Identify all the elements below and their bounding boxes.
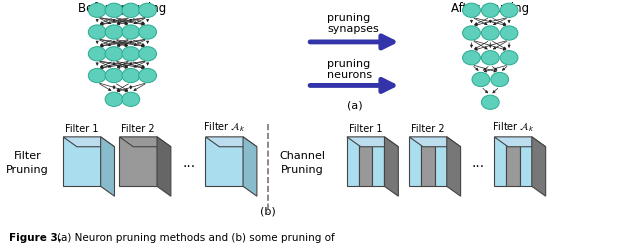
- Polygon shape: [506, 137, 520, 186]
- Polygon shape: [409, 137, 421, 186]
- Text: Filter
Pruning: Filter Pruning: [6, 150, 49, 174]
- Polygon shape: [421, 137, 435, 186]
- Polygon shape: [347, 137, 359, 186]
- Ellipse shape: [491, 73, 509, 87]
- Text: Filter 2: Filter 2: [122, 124, 155, 133]
- Ellipse shape: [105, 69, 123, 83]
- Text: pruning: pruning: [327, 58, 371, 68]
- Polygon shape: [520, 137, 532, 186]
- Text: pruning: pruning: [327, 13, 371, 23]
- Polygon shape: [120, 137, 171, 147]
- Ellipse shape: [463, 27, 481, 41]
- Polygon shape: [494, 137, 506, 186]
- Ellipse shape: [500, 4, 518, 18]
- Ellipse shape: [463, 52, 481, 66]
- Ellipse shape: [472, 73, 490, 87]
- Polygon shape: [409, 137, 461, 147]
- Ellipse shape: [105, 26, 123, 40]
- Text: ...: ...: [182, 155, 195, 169]
- Polygon shape: [532, 137, 546, 196]
- Text: (b): (b): [260, 206, 276, 216]
- Text: Filter $\mathcal{A}_k$: Filter $\mathcal{A}_k$: [203, 120, 246, 133]
- Text: (a) Neuron pruning methods and (b) some pruning of: (a) Neuron pruning methods and (b) some …: [57, 232, 335, 242]
- Ellipse shape: [481, 52, 499, 66]
- Ellipse shape: [139, 4, 157, 18]
- Ellipse shape: [105, 48, 123, 62]
- Polygon shape: [494, 137, 546, 147]
- Polygon shape: [100, 137, 115, 196]
- Ellipse shape: [463, 4, 481, 18]
- Polygon shape: [447, 137, 461, 196]
- Text: synapses: synapses: [327, 24, 379, 34]
- Polygon shape: [385, 137, 398, 196]
- Text: Filter $\mathcal{A}_k$: Filter $\mathcal{A}_k$: [492, 120, 534, 133]
- Text: Filter 2: Filter 2: [411, 124, 445, 133]
- Polygon shape: [435, 137, 447, 186]
- Ellipse shape: [481, 4, 499, 18]
- Text: After pruning: After pruning: [451, 2, 529, 15]
- Ellipse shape: [88, 4, 106, 18]
- Polygon shape: [205, 137, 257, 147]
- Ellipse shape: [105, 93, 123, 107]
- Text: Before pruning: Before pruning: [78, 2, 166, 15]
- Text: neurons: neurons: [327, 69, 372, 79]
- Polygon shape: [205, 137, 243, 186]
- Ellipse shape: [139, 26, 157, 40]
- Text: Filter 1: Filter 1: [65, 124, 99, 133]
- Ellipse shape: [88, 48, 106, 62]
- Ellipse shape: [122, 93, 140, 107]
- Polygon shape: [347, 137, 398, 147]
- Ellipse shape: [122, 69, 140, 83]
- Ellipse shape: [105, 4, 123, 18]
- Ellipse shape: [122, 26, 140, 40]
- Text: ...: ...: [472, 155, 485, 169]
- Text: Channel
Pruning: Channel Pruning: [280, 150, 325, 174]
- Polygon shape: [243, 137, 257, 196]
- Ellipse shape: [481, 96, 499, 110]
- Text: (a): (a): [347, 100, 363, 110]
- Ellipse shape: [88, 26, 106, 40]
- Ellipse shape: [122, 4, 140, 18]
- Polygon shape: [63, 137, 100, 186]
- Ellipse shape: [500, 27, 518, 41]
- Polygon shape: [157, 137, 171, 196]
- Text: Figure 3.: Figure 3.: [9, 232, 61, 242]
- Polygon shape: [372, 137, 385, 186]
- Polygon shape: [359, 137, 372, 186]
- Text: Filter 1: Filter 1: [349, 124, 383, 133]
- Polygon shape: [120, 137, 157, 186]
- Ellipse shape: [139, 69, 157, 83]
- Polygon shape: [63, 137, 115, 147]
- Ellipse shape: [481, 27, 499, 41]
- Ellipse shape: [88, 69, 106, 83]
- Ellipse shape: [139, 48, 157, 62]
- Ellipse shape: [500, 52, 518, 66]
- Ellipse shape: [122, 48, 140, 62]
